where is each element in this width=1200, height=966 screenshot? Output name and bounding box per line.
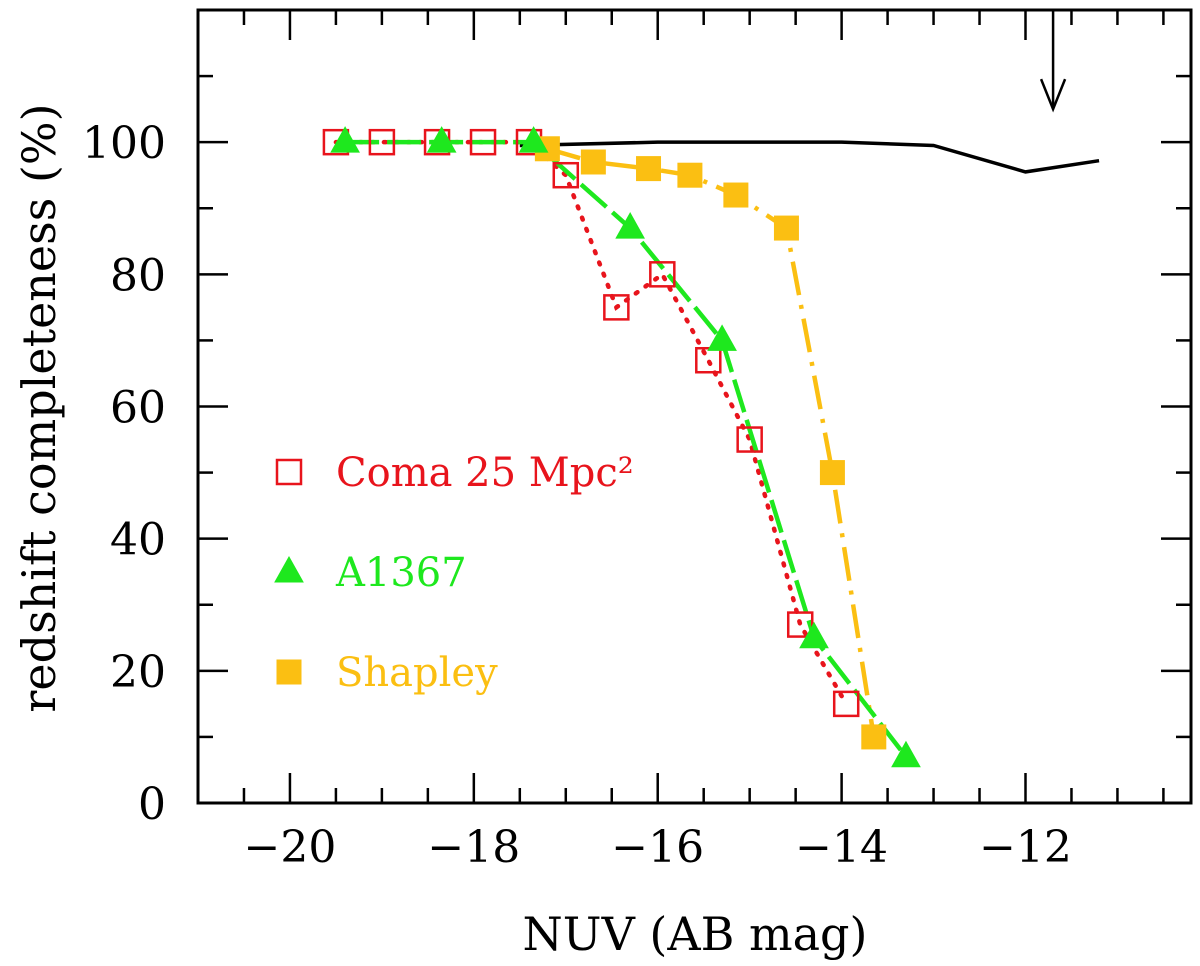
legend-marker — [274, 555, 304, 583]
data-point — [861, 724, 887, 750]
y-axis-title: redshift completeness (%) — [12, 103, 66, 712]
data-point — [469, 128, 497, 156]
data-point — [649, 261, 676, 288]
y-tick-label: 20 — [110, 647, 166, 698]
x-tick-label: −14 — [795, 822, 888, 873]
x-tick-label: −20 — [244, 822, 337, 873]
arrow-head — [1039, 78, 1067, 113]
data-point — [518, 126, 549, 153]
data-point — [707, 324, 737, 351]
series-layer — [322, 126, 921, 768]
tick-labels: −20 −18 −16 −14 −12 0 20 40 60 80 100 — [82, 118, 1072, 873]
data-point — [552, 161, 580, 189]
legend-marker — [276, 659, 302, 685]
data-point — [799, 621, 829, 649]
data-point — [723, 182, 749, 208]
legend-label: A1367 — [335, 550, 467, 596]
legend-marker — [275, 458, 303, 486]
data-point — [891, 740, 921, 768]
series-0 — [333, 139, 849, 707]
legend-label: Coma 25 Mpc² — [336, 450, 634, 496]
reference-line — [519, 140, 1100, 174]
data-point — [786, 611, 814, 638]
y-tick-label: 100 — [82, 118, 166, 169]
y-tick-label: 80 — [110, 250, 166, 301]
series-markers-1 — [330, 126, 921, 768]
data-point — [580, 149, 606, 175]
axis-ticks — [196, 8, 1191, 805]
data-point — [636, 156, 662, 182]
arrow-marker — [1039, 10, 1067, 113]
series-line — [333, 139, 849, 707]
data-point — [695, 346, 722, 374]
data-point — [603, 294, 630, 321]
data-point — [615, 212, 645, 239]
x-axis-title: NUV (AB mag) — [523, 907, 868, 961]
y-tick-label: 40 — [110, 515, 166, 566]
series-markers-2 — [534, 136, 887, 750]
data-point — [330, 126, 360, 153]
y-tick-label: 60 — [110, 383, 166, 434]
data-point — [426, 126, 457, 153]
data-point — [677, 162, 703, 188]
data-point — [819, 460, 845, 486]
x-tick-label: −18 — [427, 822, 520, 873]
y-tick-label: 0 — [138, 779, 166, 830]
data-point — [832, 690, 860, 718]
x-tick-label: −16 — [611, 822, 704, 873]
reference-line-path — [519, 140, 1100, 174]
x-tick-label: −12 — [979, 822, 1072, 873]
data-point — [736, 426, 763, 453]
legend-label: Shapley — [336, 650, 498, 696]
data-point — [773, 215, 799, 241]
legend: Coma 25 Mpc² A1367 Shapley — [274, 450, 634, 696]
data-point — [368, 128, 396, 156]
